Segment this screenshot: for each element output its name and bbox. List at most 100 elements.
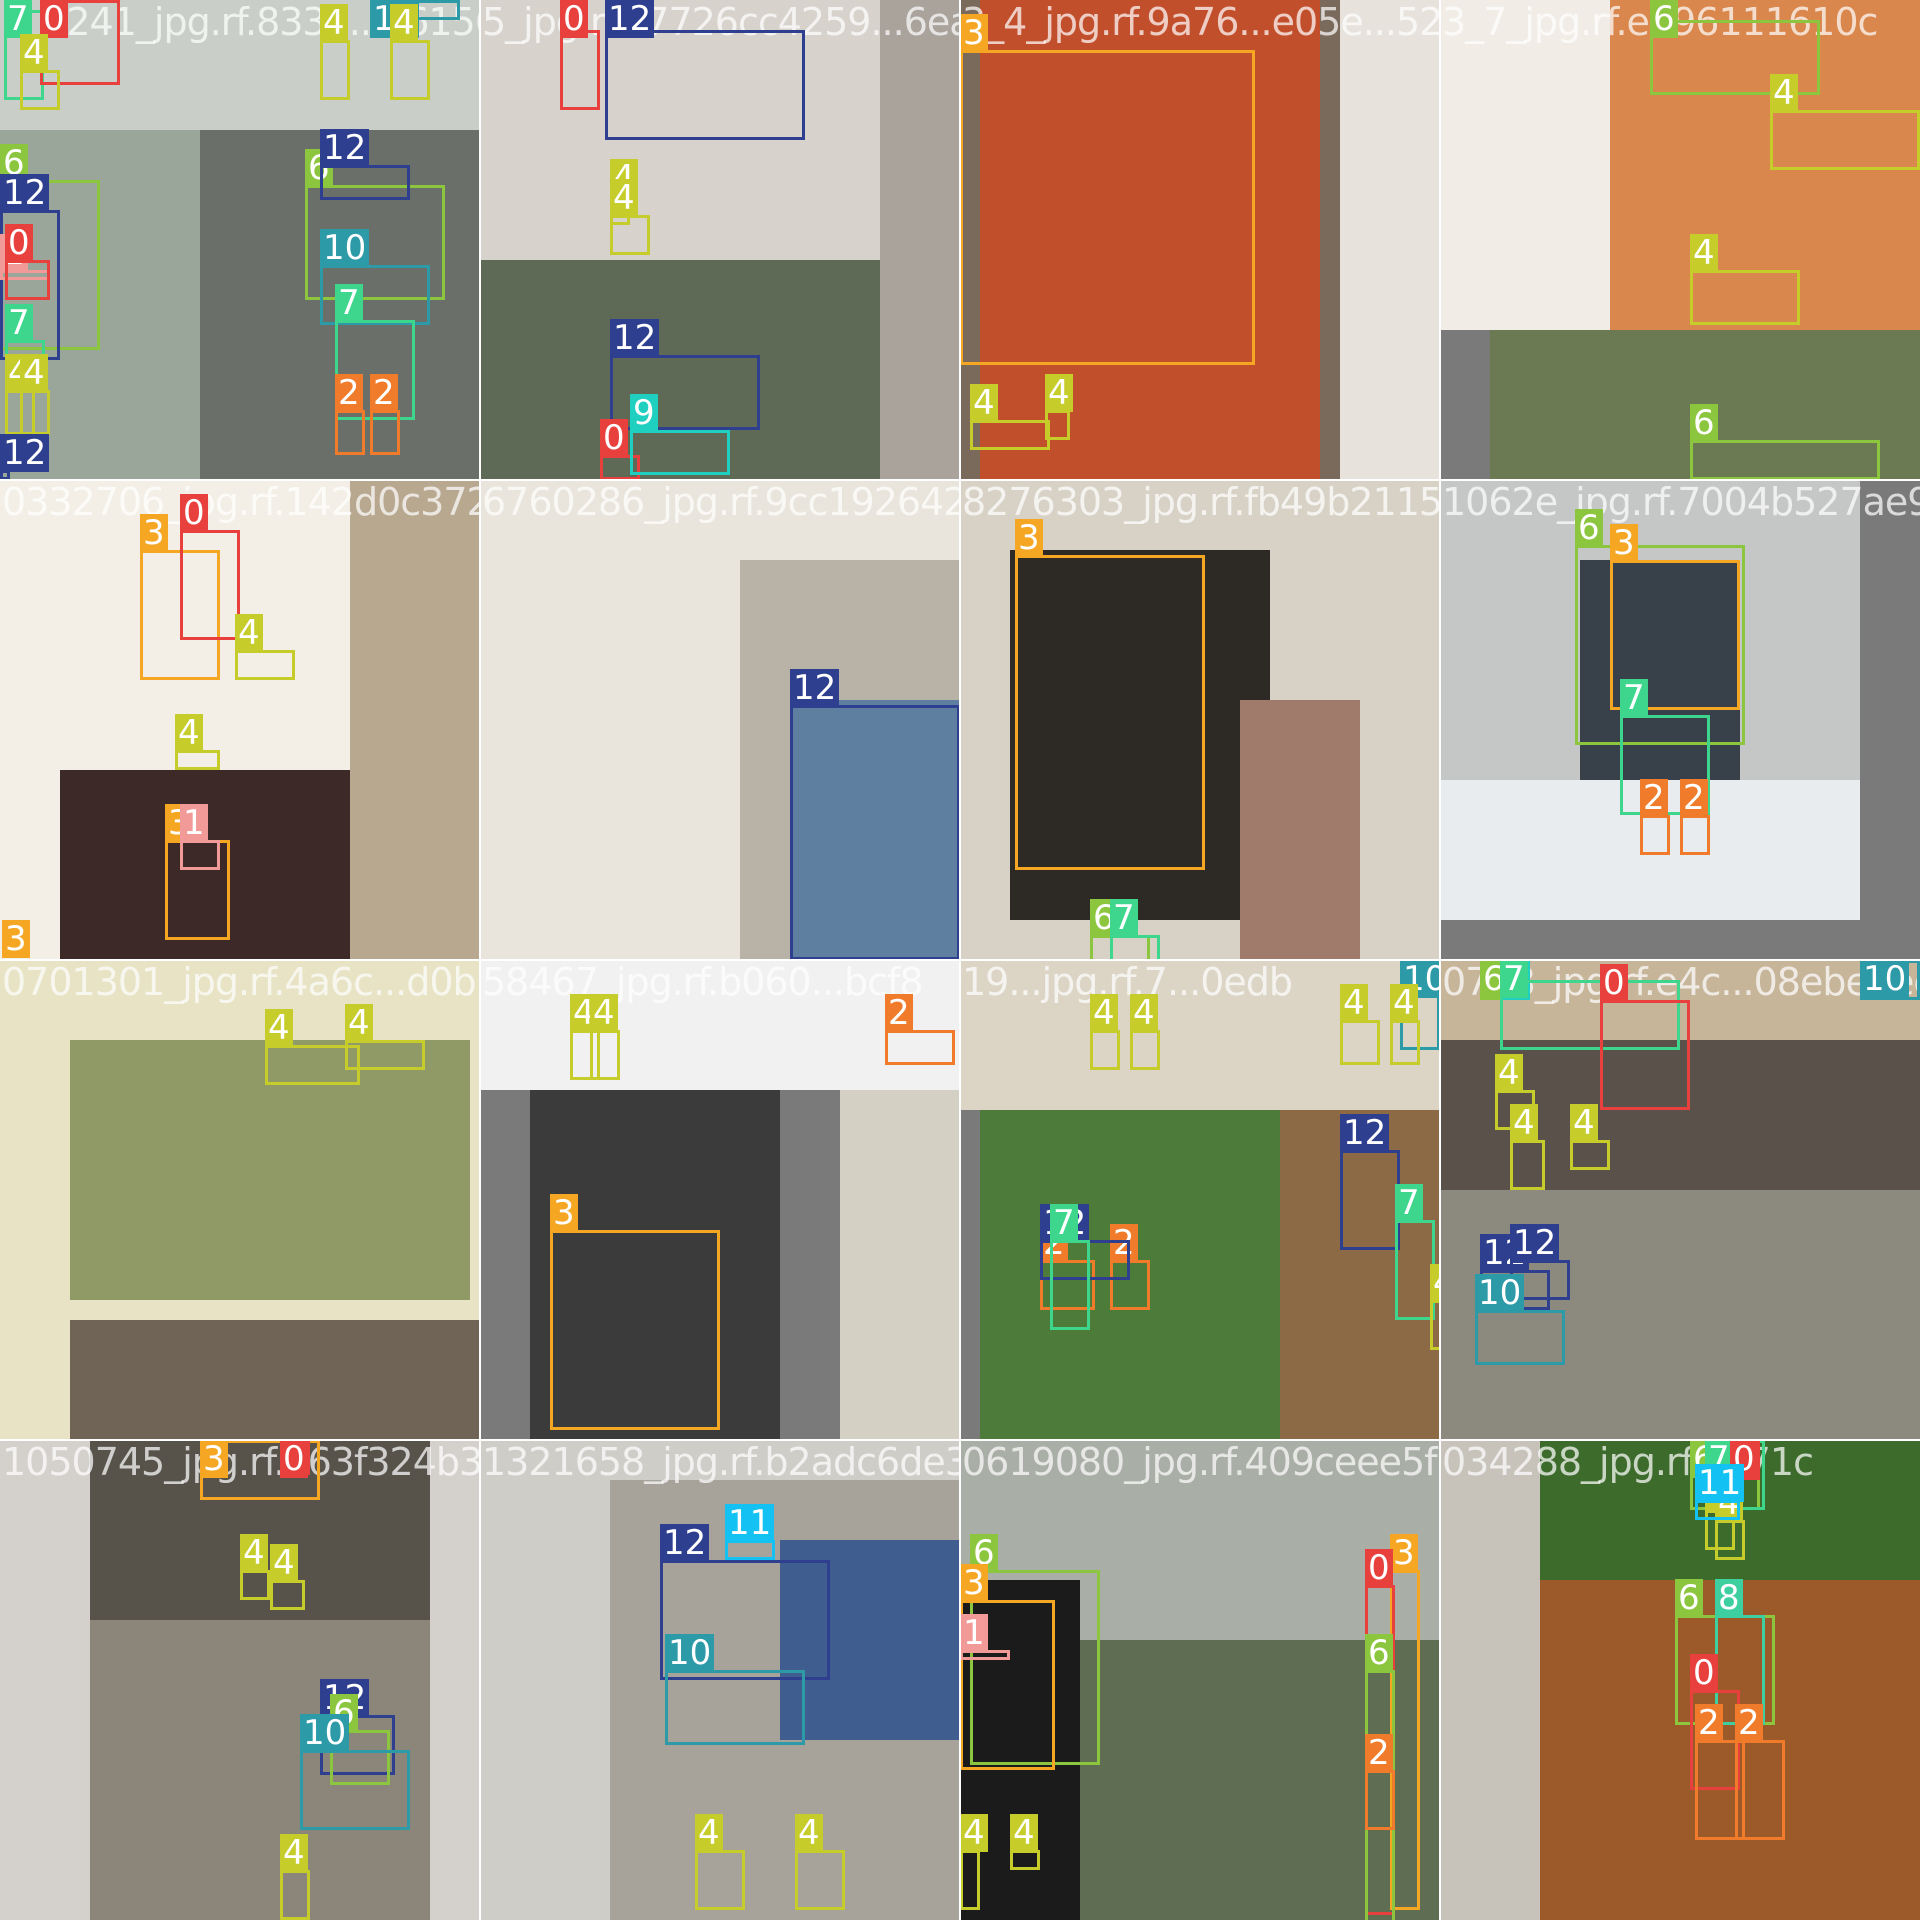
class-label: 4: [1045, 374, 1073, 412]
photo-region: [1010, 550, 1270, 920]
class-label: 10: [1475, 1274, 1525, 1312]
bounding-box: [665, 1670, 805, 1745]
class-label: 2: [1735, 1704, 1763, 1742]
tile-filename: 0619080_jpg.rf.409ceee5f3b: [962, 1440, 1440, 1484]
class-label: 6: [1365, 1634, 1393, 1672]
class-label: 9: [630, 394, 658, 432]
photo-region: [1440, 0, 1610, 330]
bounding-box: [1695, 1500, 1740, 1520]
bounding-box: [630, 430, 730, 475]
bounding-box: [1575, 545, 1745, 745]
class-label: 7: [1620, 679, 1648, 717]
bounding-box: [390, 40, 430, 100]
bounding-box: [320, 40, 350, 100]
class-label: 3: [960, 14, 988, 52]
bounding-box: [1650, 20, 1820, 95]
bounding-box: [560, 30, 600, 110]
class-label: 4: [1770, 74, 1798, 112]
bounding-box: [180, 840, 220, 870]
bounding-box: [960, 1850, 980, 1910]
class-label: 4: [320, 4, 348, 42]
photo-region: [90, 1440, 430, 1620]
bounding-box: [330, 1730, 390, 1785]
class-label: 4: [265, 1009, 293, 1047]
class-label: 0: [5, 224, 33, 262]
tile-filename: 1062e_jpg.rf.7004b527ae9: [1442, 480, 1920, 524]
bounding-box: [1680, 815, 1710, 855]
class-label: 4: [1495, 1054, 1523, 1092]
mosaic-tile-t32: 0619080_jpg.rf.409ceee5f3b 6 3 1 4 4 3 0 6 2: [960, 1440, 1440, 1920]
class-label: 7: [4, 0, 32, 38]
bounding-box: [1015, 555, 1205, 870]
photo-region: [480, 0, 880, 260]
photo-region: [350, 480, 480, 960]
class-label: 8: [1715, 1579, 1743, 1617]
bounding-box: [1390, 1020, 1420, 1065]
class-label: 2: [1640, 779, 1668, 817]
class-label: 6: [1575, 509, 1603, 547]
photo-region: [90, 1620, 430, 1920]
bounding-box: [5, 260, 50, 300]
mosaic-tile-t20: 0701301_jpg.rf.4a6c...d0b 4 4: [0, 960, 480, 1440]
photo-region: [1540, 1580, 1920, 1920]
class-label: 4: [1570, 1104, 1598, 1142]
class-label: 2: [1365, 1734, 1393, 1772]
bounding-box: [725, 1540, 775, 1560]
bounding-box: [1715, 1520, 1745, 1560]
class-label: 12: [0, 434, 50, 472]
class-label: 4: [590, 994, 618, 1032]
tile-filename: 0332706_jpg.rf.142d0c372d6: [2, 480, 480, 524]
bounding-box: [970, 1570, 1100, 1765]
class-label: 2: [1695, 1704, 1723, 1742]
class-label: 12: [605, 0, 655, 38]
bounding-box: [550, 1230, 720, 1430]
class-label: 4: [240, 1534, 268, 1572]
class-label: 2: [885, 994, 913, 1032]
bounding-box: [320, 265, 430, 325]
bounding-box: [790, 705, 960, 960]
class-label: 7: [335, 284, 363, 322]
class-label: 4: [345, 1004, 373, 1042]
mosaic-tile-t03: 3_7_jpg.rf.e396111610c6446: [1440, 0, 1920, 480]
mosaic-tile-t30: 1050745_jpg.rf.263f324b3b63044126104: [0, 1440, 480, 1920]
class-label: 3: [550, 1194, 578, 1232]
bounding-box: [1340, 1150, 1400, 1250]
bounding-box: [610, 215, 650, 255]
class-label: 4: [20, 34, 48, 72]
class-label: 4: [175, 714, 203, 752]
class-label: 12: [610, 319, 660, 357]
tile-filename: 58467_jpg.rf.b060...bcf8: [482, 960, 924, 1004]
bounding-box: [1500, 980, 1680, 1050]
mosaic-tile-t33: 034288_jpg.rf.a071c670441168022: [1440, 1440, 1920, 1920]
class-label: 12: [790, 669, 840, 707]
bounding-box: [270, 1580, 305, 1610]
class-label: 2: [370, 374, 398, 412]
bounding-box: [345, 1040, 425, 1070]
class-label: 3: [1610, 524, 1638, 562]
photo-region: [1340, 0, 1440, 480]
mosaic-tile-t23: 0758_jpg.rf.e4c...08ebe3ee86970104441212…: [1440, 960, 1920, 1440]
class-label: 12: [1340, 1114, 1390, 1152]
tile-filename: 1050745_jpg.rf.263f324b3b6: [2, 1440, 480, 1484]
class-label: 10: [320, 229, 370, 267]
class-label: 1: [180, 804, 208, 842]
bounding-box: [1690, 270, 1800, 325]
bounding-box: [335, 410, 365, 455]
class-label: 0: [600, 419, 628, 457]
bounding-box: [235, 650, 295, 680]
mosaic-tile-t10: 0332706_jpg.rf.142d0c372d63044313: [0, 480, 480, 960]
photo-region: [480, 960, 960, 1090]
bounding-box: [370, 410, 400, 455]
class-label: 0: [1600, 964, 1628, 1002]
bounding-box: [280, 1870, 310, 1920]
class-label: 4: [610, 179, 638, 217]
tile-filename: 6760286_jpg.rf.9cc192642de2: [482, 480, 960, 524]
photo-region: [1240, 700, 1360, 960]
tile-filename: 3_4_jpg.rf.9a76...e05e...52763a9c3f7: [962, 0, 1440, 44]
bounding-box: [240, 1570, 270, 1600]
class-label: 4: [695, 1814, 723, 1852]
mosaic-tile-t01: 5_jpg.rf.c7726cc4259...6ea 0 12 4 4 12 0 9: [480, 0, 960, 480]
bounding-box: [885, 1030, 955, 1065]
bounding-box: [1010, 1850, 1040, 1870]
photo-region: [840, 1090, 960, 1440]
